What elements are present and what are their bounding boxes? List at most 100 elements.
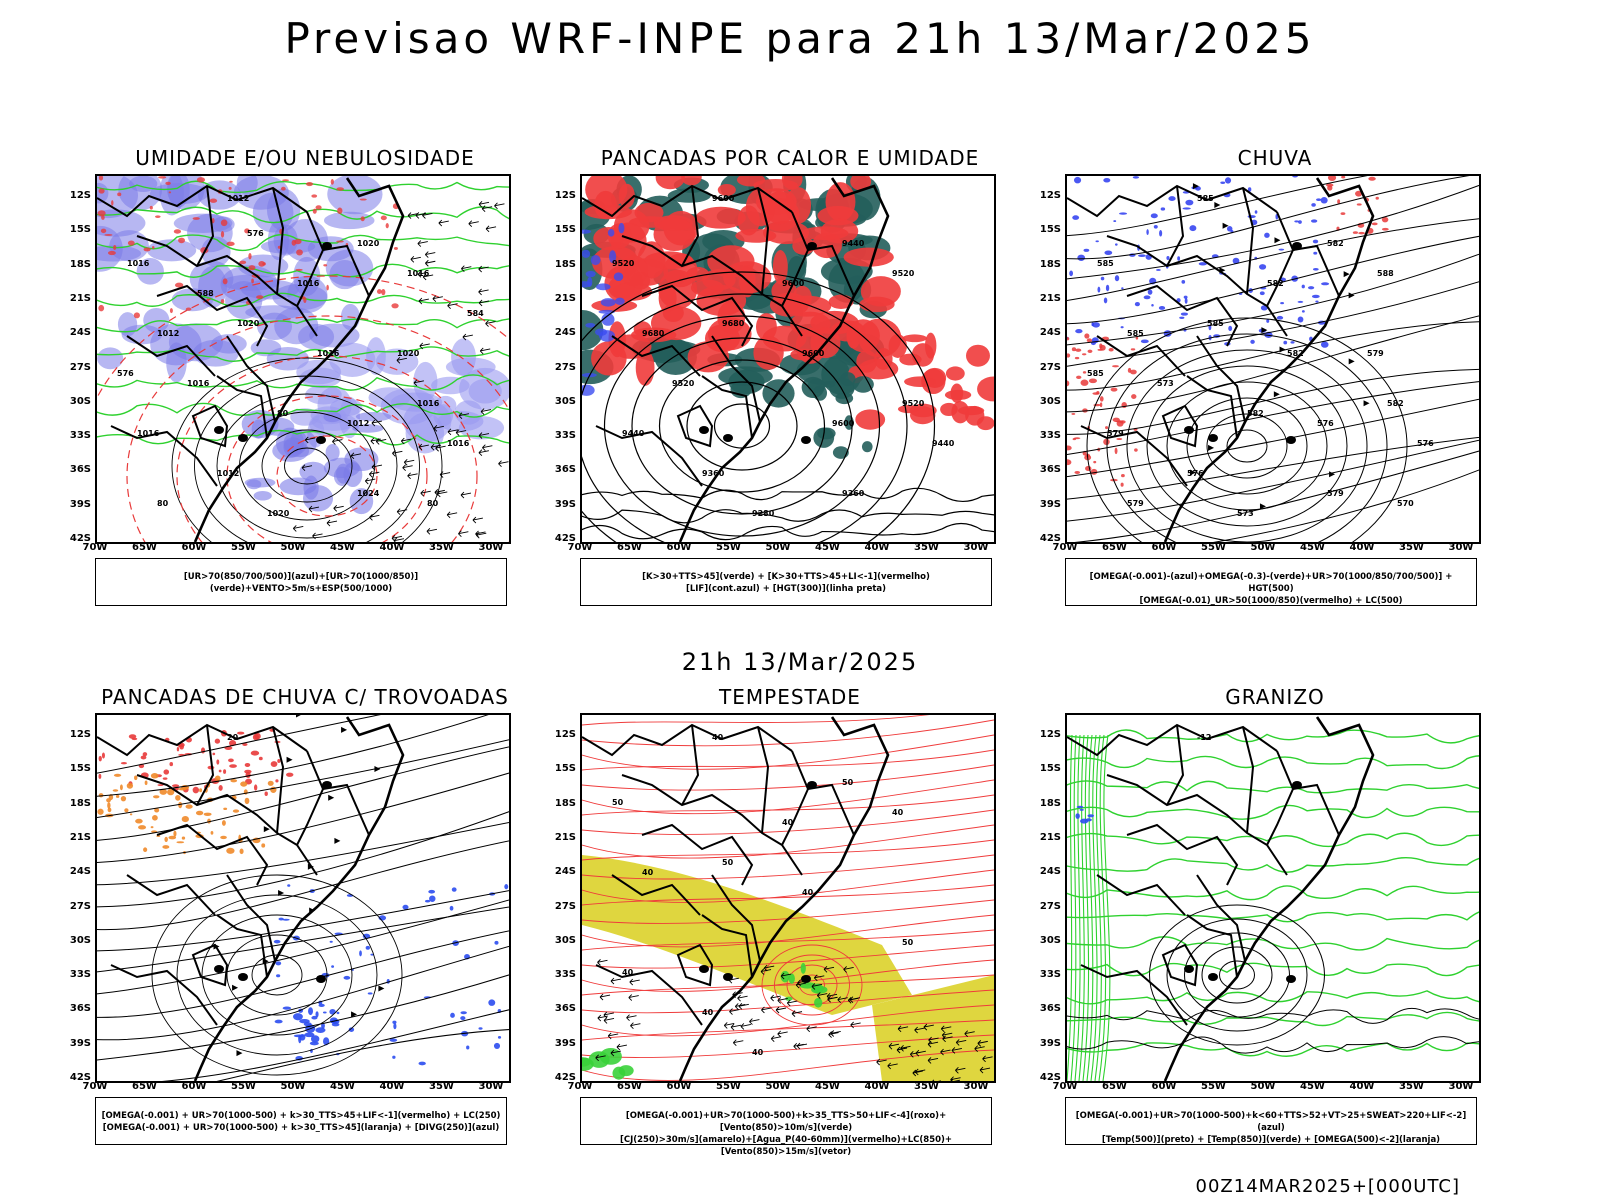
legend-line: [CJ(250)>30m/s](amarelo)+[Agua_P(40-60mm… — [619, 1135, 953, 1157]
latitude-label: 30S — [69, 395, 91, 407]
latitude-label: 36S — [1039, 464, 1061, 476]
longitude-label: 30W — [478, 542, 504, 553]
panel-title: PANCADAS POR CALOR E UMIDADE — [600, 146, 980, 170]
latitude-label: 36S — [1039, 1003, 1061, 1015]
contour-label: 40 — [782, 818, 794, 827]
longitude-label: 30W — [1448, 542, 1474, 553]
legend-line: [OMEGA(-0.001)-(azul)+OMEGA(-0.3)-(verde… — [1089, 572, 1453, 594]
longitude-label: 70W — [1052, 1081, 1078, 1092]
longitude-label: 55W — [231, 1081, 256, 1092]
contour-label: 584 — [467, 309, 484, 318]
contour-label: 585 — [1197, 194, 1214, 203]
latitude-label: 30S — [1039, 395, 1061, 407]
latitude-label: 24S — [1039, 866, 1061, 878]
contour-label: 570 — [1397, 499, 1414, 508]
legend-line: [OMEGA(-0.01)_UR>50(1000/850)(vermelho) … — [1139, 596, 1403, 606]
contour-label: 582 — [1327, 239, 1344, 248]
contour-label: 576 — [1317, 419, 1334, 428]
contour-label: 9680 — [722, 319, 745, 328]
longitude-label: 35W — [429, 1081, 454, 1092]
contour-label: 9680 — [642, 329, 665, 338]
panel-legend: [OMEGA(-0.001)-(azul)+OMEGA(-0.3)-(verde… — [1065, 558, 1477, 606]
contour-label: 1016 — [137, 429, 160, 438]
contour-label: 1020 — [357, 239, 380, 248]
longitude-label: 50W — [1250, 542, 1276, 553]
latitude-label: 24S — [69, 327, 91, 339]
latitude-label: 15S — [554, 224, 576, 236]
sub-title: 21h 13/Mar/2025 — [681, 648, 919, 676]
contour-label: 1016 — [187, 379, 210, 388]
latitude-label: 15S — [554, 763, 576, 775]
contour-label: 9600 — [802, 349, 825, 358]
contour-label: 1016 — [407, 269, 430, 278]
longitude-label: 30W — [963, 1081, 989, 1092]
latitude-label: 42S — [554, 1072, 576, 1083]
contour-label: 50 — [902, 938, 914, 947]
longitude-label: 60W — [181, 1081, 207, 1092]
latitude-label: 15S — [69, 224, 91, 236]
latitude-label: 33S — [1039, 969, 1061, 981]
contour-label: 585 — [1127, 329, 1144, 338]
longitude-label: 55W — [716, 1081, 741, 1092]
contour-label: 40 — [622, 968, 634, 977]
longitude-label: 35W — [1399, 1081, 1424, 1092]
longitude-label: 35W — [1399, 542, 1424, 553]
latitude-label: 27S — [554, 900, 576, 912]
longitude-label: 60W — [1151, 542, 1177, 553]
contour-label: 9360 — [842, 489, 865, 498]
latitude-label: 39S — [69, 498, 91, 510]
latitude-label: 15S — [1039, 224, 1061, 236]
longitude-label: 35W — [914, 542, 939, 553]
longitude-label: 50W — [280, 542, 306, 553]
latitude-label: 33S — [69, 430, 91, 442]
latitude-label: 18S — [1039, 258, 1061, 270]
latitude-label: 27S — [1039, 900, 1061, 912]
contour-label: 1020 — [237, 319, 260, 328]
latitude-label: 27S — [69, 900, 91, 912]
latitude-label: 24S — [69, 866, 91, 878]
contour-label: 579 — [1367, 349, 1384, 358]
longitude-label: 50W — [765, 1081, 791, 1092]
longitude-label: 50W — [1250, 1081, 1276, 1092]
panel-legend: [K>30+TTS>45](verde) + [K>30+TTS>45+LI<-… — [580, 558, 992, 606]
panel-legend: [OMEGA(-0.001)+UR>70(1000-500)+k>35_TTS>… — [580, 1097, 992, 1157]
contour-label: 585 — [1207, 319, 1224, 328]
panel-title: UMIDADE E/OU NEBULOSIDADE — [135, 146, 475, 170]
latitude-label: 30S — [554, 934, 576, 946]
panel-title: CHUVA — [1237, 146, 1313, 170]
contour-label: 576 — [247, 229, 264, 238]
contour-label: 1020 — [267, 509, 290, 518]
legend-line: [OMEGA(-0.001)+UR>70(1000-500)+k<60+TTS>… — [1075, 1111, 1467, 1133]
main-title: Previsao WRF-INPE para 21h 13/Mar/2025 — [284, 14, 1316, 63]
longitude-label: 50W — [280, 1081, 306, 1092]
legend-line: [OMEGA(-0.001) + UR>70(1000-500) + k>30_… — [102, 1123, 500, 1133]
latitude-label: 33S — [554, 430, 576, 442]
latitude-label: 18S — [1039, 797, 1061, 809]
longitude-label: 65W — [1102, 1081, 1127, 1092]
contour-label: 80 — [427, 499, 439, 508]
longitude-label: 65W — [132, 542, 157, 553]
longitude-label: 55W — [1201, 1081, 1226, 1092]
legend-line: [OMEGA(-0.001) + UR>70(1000-500) + k>30_… — [101, 1111, 501, 1121]
contour-label: 1016 — [447, 439, 470, 448]
latitude-label: 18S — [554, 258, 576, 270]
latitude-label: 39S — [554, 1037, 576, 1049]
contour-label: 40 — [752, 1048, 764, 1057]
contour-label: 1016 — [317, 349, 340, 358]
contour-label: -12 — [1197, 733, 1211, 742]
latitude-label: 39S — [554, 498, 576, 510]
longitude-label: 65W — [1102, 542, 1127, 553]
contour-label: 9520 — [892, 269, 915, 278]
contour-label: 582 — [1387, 399, 1404, 408]
contour-label: 1016 — [417, 399, 440, 408]
latitude-label: 27S — [554, 361, 576, 373]
longitude-label: 60W — [666, 1081, 692, 1092]
latitude-label: 36S — [69, 464, 91, 476]
longitude-label: 40W — [1349, 542, 1375, 553]
contour-label: 1024 — [357, 489, 380, 498]
latitude-label: 18S — [69, 258, 91, 270]
contour-label: 9440 — [932, 439, 955, 448]
contour-label: 579 — [1107, 429, 1124, 438]
contour-label: 9440 — [842, 239, 865, 248]
latitude-label: 30S — [1039, 934, 1061, 946]
